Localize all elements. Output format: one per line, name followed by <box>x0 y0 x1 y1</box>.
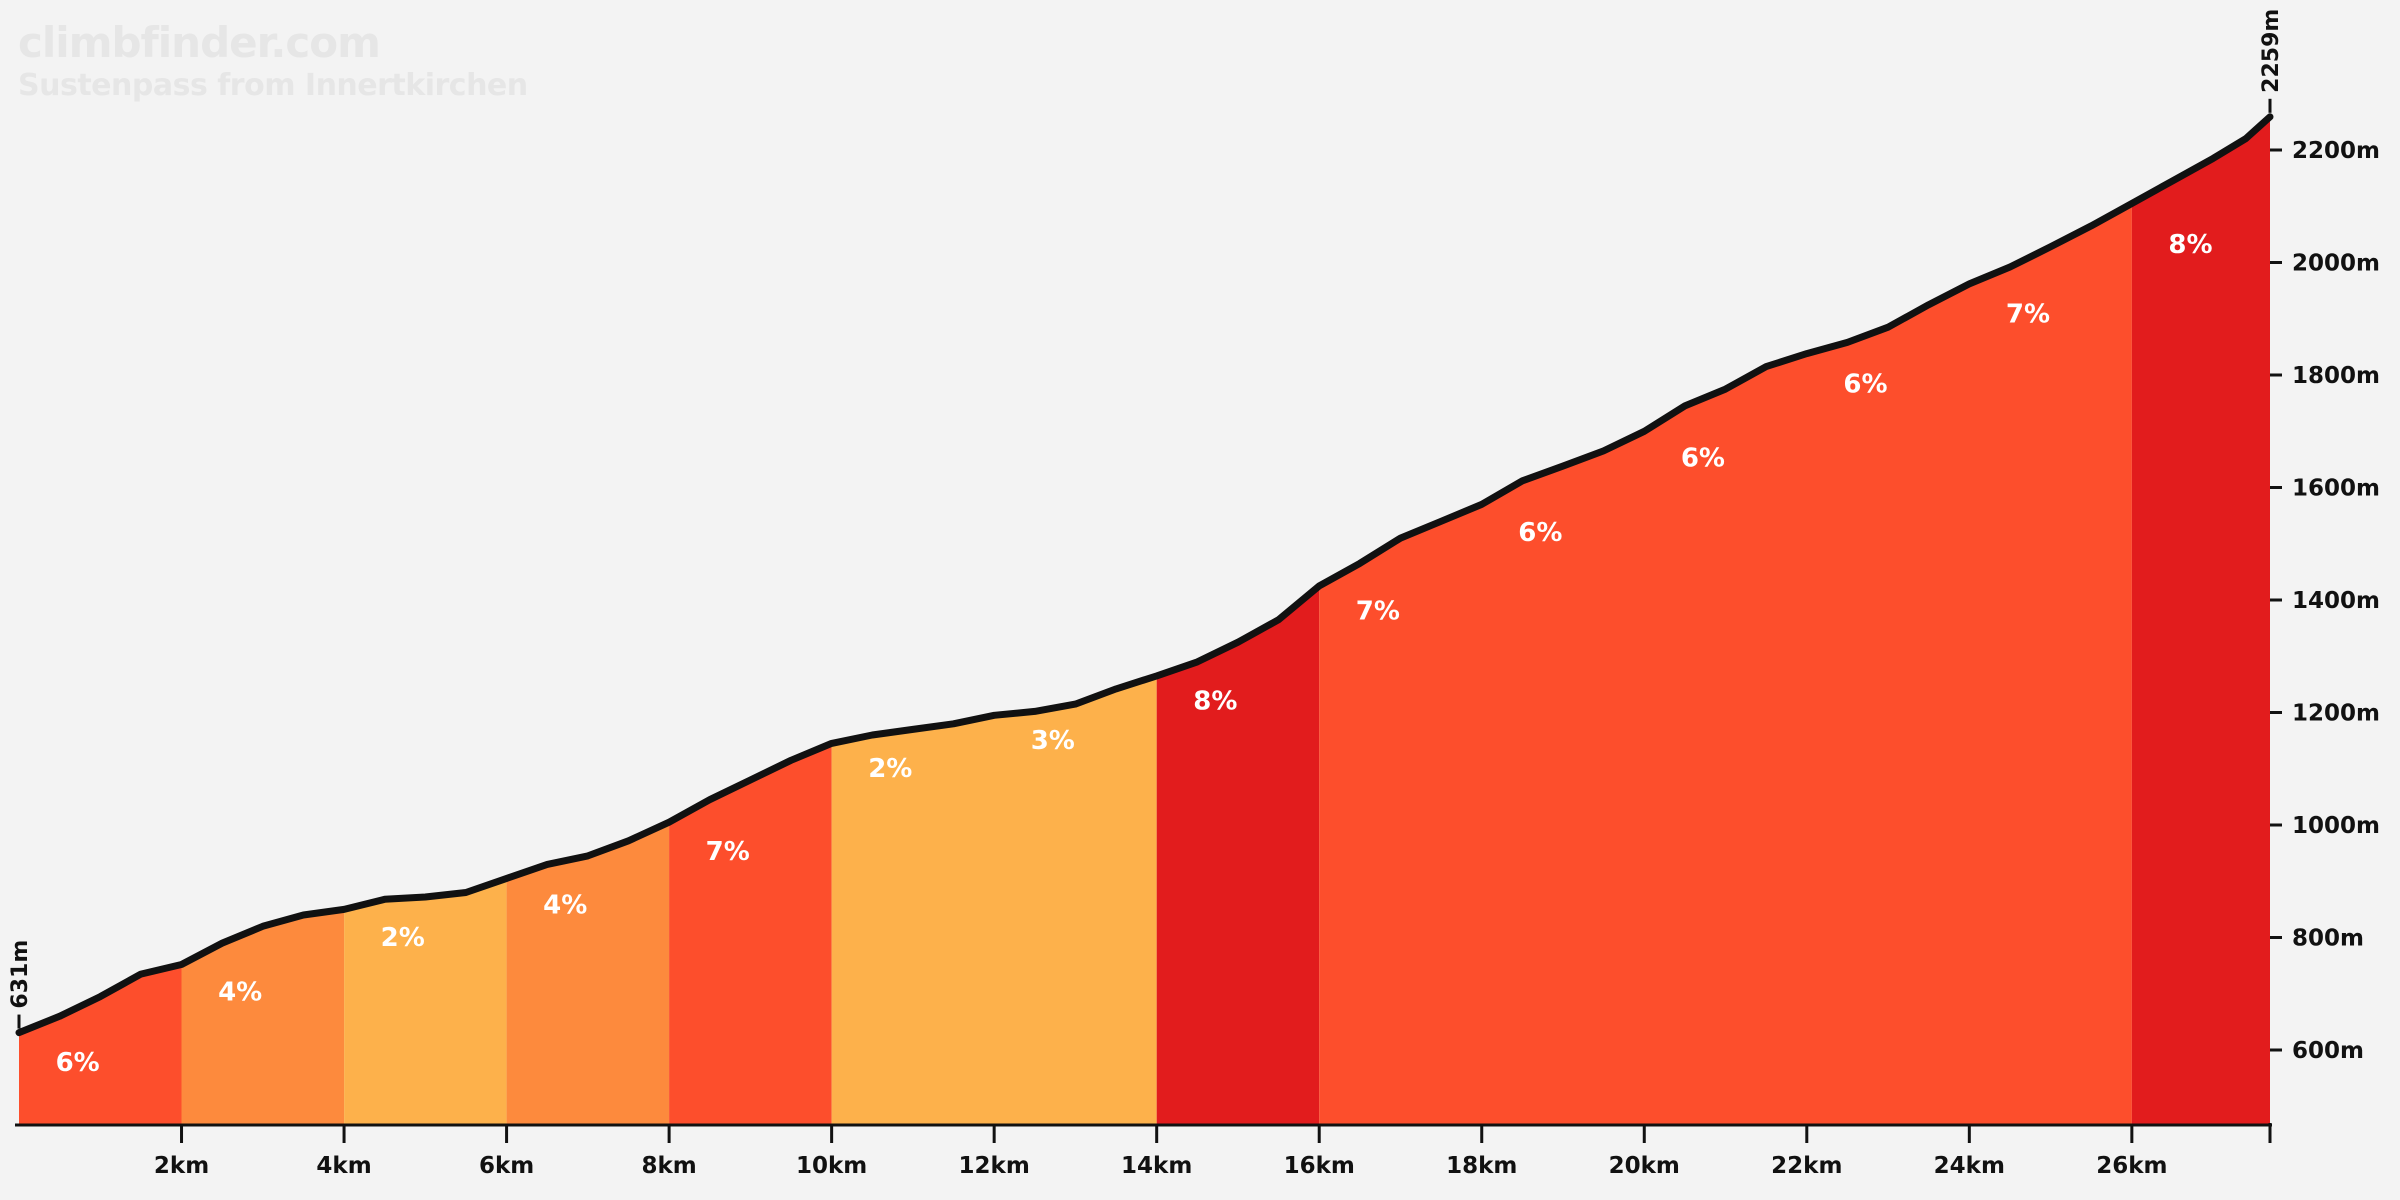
x-tick-label: 22km <box>1771 1153 1842 1179</box>
y-tick-label: 1000m <box>2292 813 2380 839</box>
gradient-segment <box>1319 203 2132 1125</box>
gradient-labels: 6% 4% 2% 4% 7% 2% 3% 8% 7% 6% 6% 6% 7% 8% <box>56 230 2213 1078</box>
y-tick-label: 2200m <box>2292 138 2380 164</box>
climb-title: Sustenpass from Innertkirchen <box>18 68 528 103</box>
y-tick-label: 1200m <box>2292 701 2380 727</box>
y-axis-ticks: 600m 800m 1000m 1200m 1400m 1600m 1800m 2000m 22… <box>2270 138 2380 1064</box>
brand-logo-text: climbfinder.com <box>18 18 381 67</box>
x-tick-label: 8km <box>641 1153 696 1179</box>
gradient-segment <box>1156 585 1320 1125</box>
y-tick-label: 600m <box>2292 1038 2364 1064</box>
gradient-label: 2% <box>381 923 425 953</box>
y-tick-label: 1400m <box>2292 588 2380 614</box>
gradient-label: 8% <box>1193 687 1237 717</box>
x-tick-label: 12km <box>959 1153 1030 1179</box>
gradient-segment <box>2131 116 2270 1126</box>
gradient-segments <box>19 116 2270 1126</box>
gradient-segment <box>19 964 182 1125</box>
x-tick-label: 2km <box>154 1153 209 1179</box>
gradient-segment <box>344 878 507 1125</box>
gradient-segment <box>831 675 1157 1125</box>
x-tick-label: 10km <box>796 1153 867 1179</box>
gradient-segment <box>669 743 832 1125</box>
x-tick-label: 24km <box>1934 1153 2005 1179</box>
gradient-label: 6% <box>1681 444 1725 474</box>
gradient-segment <box>181 909 345 1125</box>
gradient-label: 8% <box>2168 230 2212 260</box>
elevation-end-markers: 631m 2259m <box>8 9 2284 1029</box>
y-tick-label: 1800m <box>2292 363 2380 389</box>
y-tick-label: 800m <box>2292 926 2364 952</box>
elevation-profile-line <box>15 113 2274 1037</box>
gradient-label: 3% <box>1031 726 1075 756</box>
gradient-label: 4% <box>543 890 587 920</box>
gradient-label: 6% <box>1843 369 1887 399</box>
gradient-label: 6% <box>56 1048 100 1078</box>
x-tick-label: 26km <box>2096 1153 2167 1179</box>
gradient-segment <box>506 822 670 1125</box>
x-axis-ticks: 2km 4km 6km 8km 10km 12km 14km 16km 18km 20km 22km… <box>154 1123 2272 1179</box>
gradient-label: 4% <box>218 978 262 1008</box>
x-tick-label: 14km <box>1121 1153 1192 1179</box>
gradient-label: 7% <box>1356 597 1400 627</box>
x-tick-label: 6km <box>479 1153 534 1179</box>
start-elevation-label: 631m <box>8 940 33 1009</box>
gradient-label: 7% <box>2006 300 2050 330</box>
x-tick-label: 16km <box>1284 1153 1355 1179</box>
y-tick-label: 1600m <box>2292 476 2380 502</box>
end-elevation-label: 2259m <box>2259 9 2284 93</box>
x-tick-label: 4km <box>316 1153 371 1179</box>
x-tick-label: 20km <box>1609 1153 1680 1179</box>
y-tick-label: 2000m <box>2292 251 2380 277</box>
gradient-label: 7% <box>706 837 750 867</box>
x-tick-label: 18km <box>1446 1153 1517 1179</box>
gradient-label: 6% <box>1518 518 1562 548</box>
gradient-label: 2% <box>868 754 912 784</box>
